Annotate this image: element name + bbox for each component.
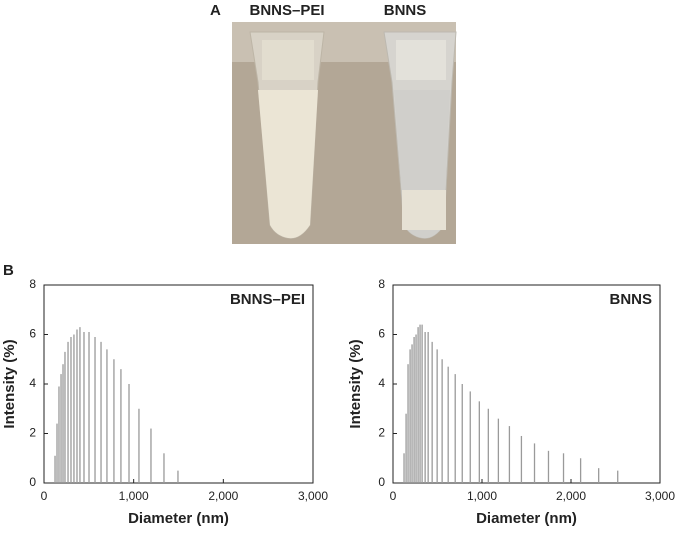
y-tick-label: 0 [378, 475, 385, 489]
x-tick-label: 0 [390, 489, 397, 503]
x-axis-title: Diameter (nm) [476, 510, 577, 527]
x-tick-label: 3,000 [645, 489, 675, 503]
chart-label: BNNS–PEI [230, 291, 305, 308]
x-tick-label: 2,000 [556, 489, 586, 503]
y-tick-label: 2 [378, 426, 385, 440]
y-tick-label: 6 [29, 327, 36, 341]
chart-label: BNNS [609, 291, 652, 308]
y-axis-title: Intensity (%) [1, 339, 18, 428]
tube-label: BNNS–PEI [249, 2, 324, 19]
panel-label: B [3, 262, 14, 279]
y-tick-label: 0 [29, 475, 36, 489]
y-tick-label: 4 [378, 376, 385, 390]
y-tick-label: 8 [29, 277, 36, 291]
x-tick-label: 1,000 [119, 489, 149, 503]
x-tick-label: 0 [41, 489, 48, 503]
x-tick-label: 2,000 [208, 489, 238, 503]
photo [232, 22, 457, 244]
x-tick-label: 1,000 [467, 489, 497, 503]
x-tick-label: 3,000 [298, 489, 328, 503]
y-tick-label: 4 [29, 376, 36, 390]
y-tick-label: 2 [29, 426, 36, 440]
x-axis-title: Diameter (nm) [128, 510, 229, 527]
panel-label: A [210, 2, 221, 19]
y-axis-title: Intensity (%) [347, 339, 364, 428]
y-tick-label: 8 [378, 277, 385, 291]
tube-label: BNNS [384, 2, 427, 19]
plot-frame [392, 284, 661, 484]
y-tick-label: 6 [378, 327, 385, 341]
